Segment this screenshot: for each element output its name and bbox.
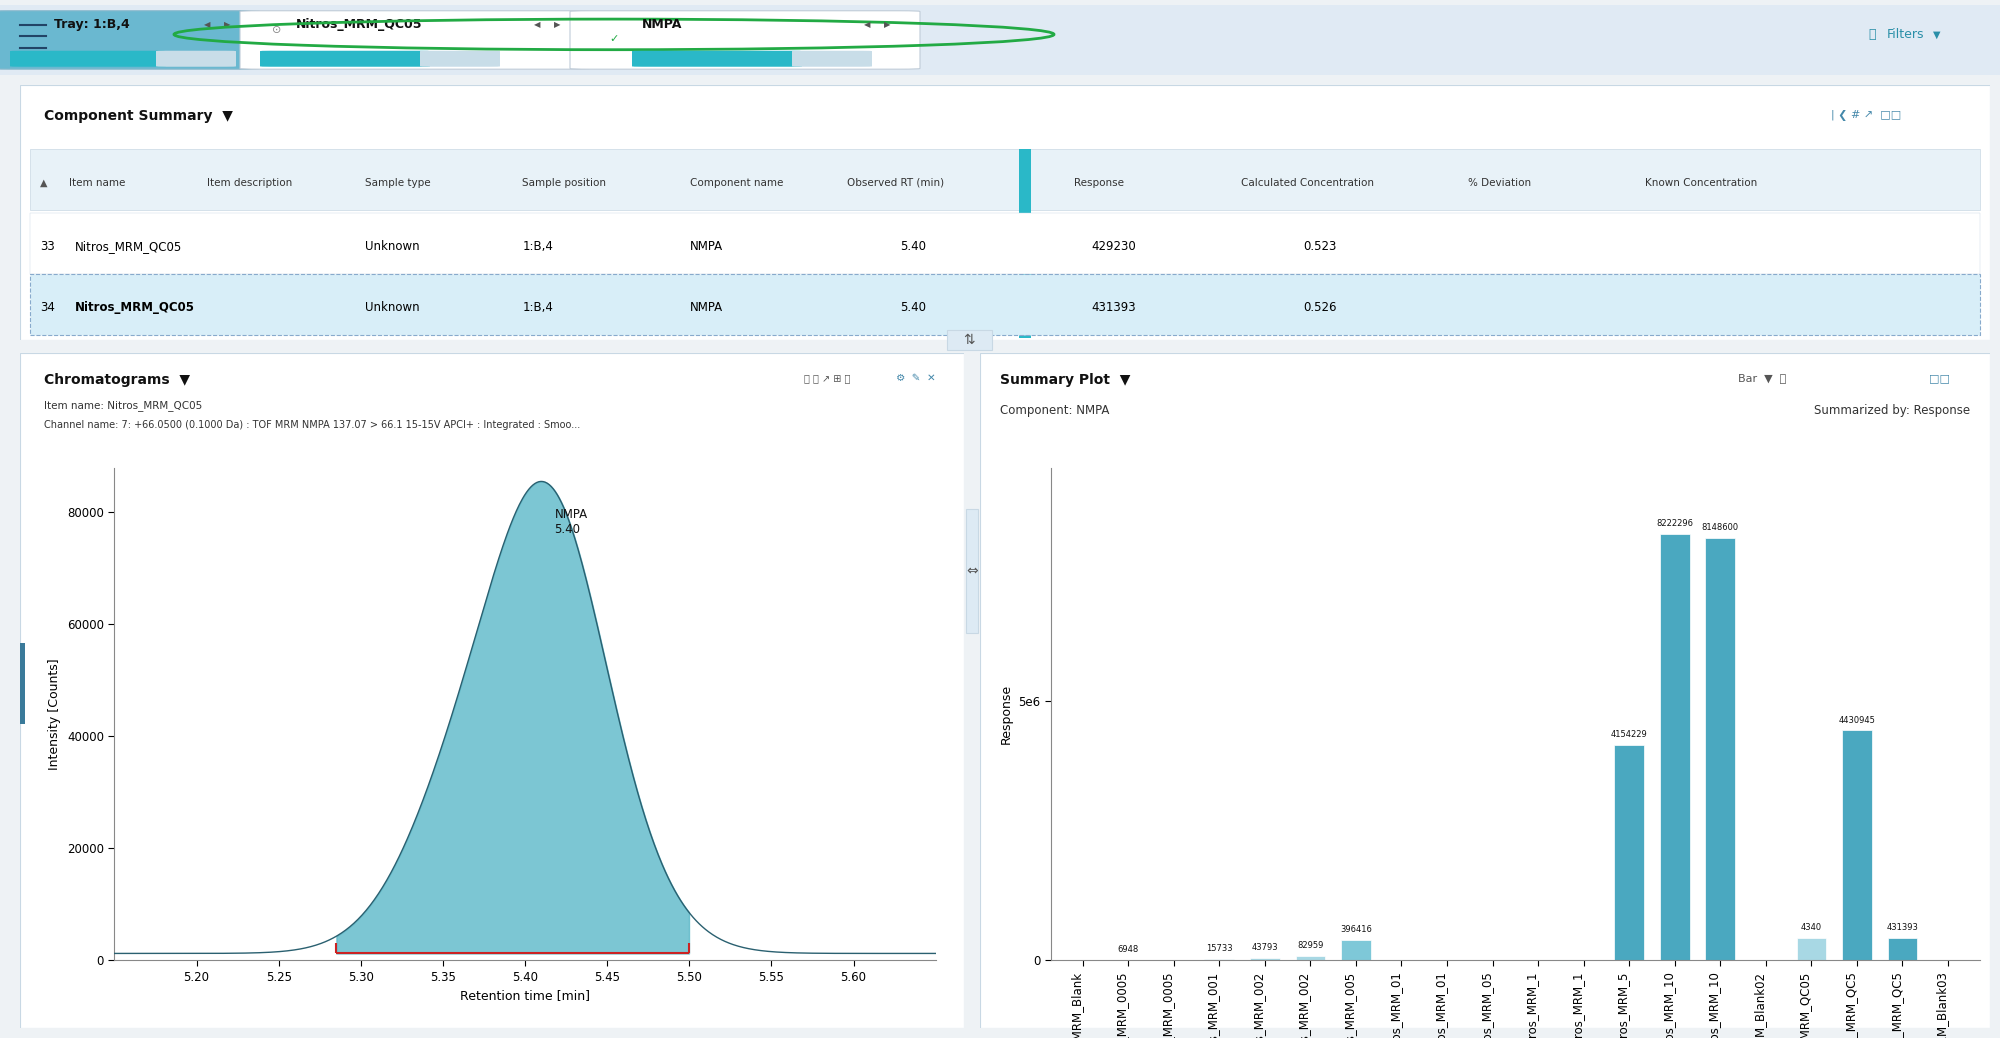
Text: Nitros_MRM_QC05: Nitros_MRM_QC05 bbox=[76, 240, 182, 253]
Text: 4430945: 4430945 bbox=[1838, 715, 1876, 725]
Text: Item description: Item description bbox=[208, 177, 292, 188]
Bar bbox=[16, 643, 24, 725]
Y-axis label: Intensity [Counts]: Intensity [Counts] bbox=[48, 658, 62, 770]
Text: Nitros_MRM_QC05: Nitros_MRM_QC05 bbox=[76, 301, 196, 315]
Text: Summarized by: Response: Summarized by: Response bbox=[1814, 404, 1970, 416]
Text: 8222296: 8222296 bbox=[1656, 519, 1694, 528]
Text: ▲: ▲ bbox=[40, 177, 48, 188]
Text: NMPA: NMPA bbox=[690, 301, 722, 315]
FancyBboxPatch shape bbox=[240, 10, 590, 70]
FancyBboxPatch shape bbox=[792, 51, 872, 66]
Bar bbox=[1342, 939, 1370, 960]
Text: Unknown: Unknown bbox=[364, 240, 420, 253]
Text: Response: Response bbox=[1074, 177, 1124, 188]
Text: 4154229: 4154229 bbox=[1610, 730, 1648, 739]
Text: Known Concentration: Known Concentration bbox=[1646, 177, 1758, 188]
Y-axis label: Response: Response bbox=[1000, 684, 1012, 744]
Text: Tray: 1:B,4: Tray: 1:B,4 bbox=[54, 18, 130, 31]
Text: ▶: ▶ bbox=[224, 20, 230, 29]
Text: 1:B,4: 1:B,4 bbox=[522, 301, 554, 315]
Text: 1:B,4: 1:B,4 bbox=[522, 240, 554, 253]
Bar bbox=[1296, 956, 1326, 960]
FancyBboxPatch shape bbox=[570, 10, 920, 70]
Text: ◀: ◀ bbox=[534, 20, 540, 29]
Text: Sample type: Sample type bbox=[364, 177, 430, 188]
Text: Item name: Nitros_MRM_QC05: Item name: Nitros_MRM_QC05 bbox=[44, 400, 202, 411]
FancyBboxPatch shape bbox=[260, 51, 430, 66]
Text: 0.523: 0.523 bbox=[1304, 240, 1336, 253]
Text: 431393: 431393 bbox=[1886, 923, 1918, 932]
Text: Component: NMPA: Component: NMPA bbox=[1000, 404, 1110, 416]
Bar bbox=[30, 274, 1980, 335]
Bar bbox=[1614, 745, 1644, 960]
Text: Filters: Filters bbox=[1886, 28, 1924, 40]
FancyBboxPatch shape bbox=[10, 51, 166, 66]
Text: 📊 ⛭ ↗ ⊞ ⌕: 📊 ⛭ ↗ ⊞ ⌕ bbox=[804, 373, 850, 383]
FancyBboxPatch shape bbox=[156, 51, 236, 66]
Text: Observed RT (min): Observed RT (min) bbox=[848, 177, 944, 188]
Text: 396416: 396416 bbox=[1340, 925, 1372, 934]
FancyBboxPatch shape bbox=[420, 51, 500, 66]
Text: NMPA: NMPA bbox=[642, 18, 682, 31]
Text: Calculated Concentration: Calculated Concentration bbox=[1242, 177, 1374, 188]
Text: % Deviation: % Deviation bbox=[1468, 177, 1532, 188]
Text: Summary Plot  ▼: Summary Plot ▼ bbox=[1000, 373, 1130, 387]
Text: ⚙  ✎  ✕: ⚙ ✎ ✕ bbox=[896, 373, 936, 383]
Bar bbox=[1796, 937, 1826, 960]
Text: Sample position: Sample position bbox=[522, 177, 606, 188]
Text: 🔽: 🔽 bbox=[1868, 28, 1876, 40]
Text: Chromatograms  ▼: Chromatograms ▼ bbox=[44, 373, 190, 387]
Text: 429230: 429230 bbox=[1090, 240, 1136, 253]
Text: | ❮ # ↗  □□: | ❮ # ↗ □□ bbox=[1832, 110, 1902, 121]
Bar bbox=[1888, 937, 1918, 960]
Bar bbox=[30, 148, 1980, 211]
Bar bbox=[966, 509, 978, 633]
Text: ⇔: ⇔ bbox=[966, 564, 978, 578]
Text: Component name: Component name bbox=[690, 177, 784, 188]
Text: 8148600: 8148600 bbox=[1702, 523, 1738, 531]
Text: 5.40: 5.40 bbox=[900, 301, 926, 315]
Bar bbox=[946, 330, 992, 350]
Text: ✓: ✓ bbox=[610, 33, 618, 44]
Text: NMPA
5.40: NMPA 5.40 bbox=[554, 509, 588, 537]
Text: 4340: 4340 bbox=[1800, 923, 1822, 932]
Text: 34: 34 bbox=[40, 301, 54, 315]
Text: 6948: 6948 bbox=[1118, 945, 1138, 954]
Bar bbox=[1018, 148, 1030, 338]
Text: 431393: 431393 bbox=[1092, 301, 1136, 315]
Bar bbox=[1706, 538, 1736, 960]
Bar bbox=[1250, 958, 1280, 960]
Text: ▼: ▼ bbox=[1932, 29, 1940, 39]
Text: ◀: ◀ bbox=[864, 20, 870, 29]
Text: 15733: 15733 bbox=[1206, 945, 1232, 954]
FancyBboxPatch shape bbox=[632, 51, 802, 66]
Text: Component Summary  ▼: Component Summary ▼ bbox=[44, 109, 232, 122]
Text: Unknown: Unknown bbox=[364, 301, 420, 315]
Text: 5.40: 5.40 bbox=[900, 240, 926, 253]
Text: ▶: ▶ bbox=[554, 20, 560, 29]
Text: 0.526: 0.526 bbox=[1304, 301, 1336, 315]
Text: Item name: Item name bbox=[70, 177, 126, 188]
Text: ⇅: ⇅ bbox=[964, 333, 974, 347]
Bar bbox=[30, 213, 1980, 274]
Text: NMPA: NMPA bbox=[690, 240, 722, 253]
Text: ▶: ▶ bbox=[884, 20, 890, 29]
Text: 43793: 43793 bbox=[1252, 943, 1278, 952]
Text: 82959: 82959 bbox=[1298, 940, 1324, 950]
Bar bbox=[1842, 731, 1872, 960]
FancyBboxPatch shape bbox=[0, 10, 260, 70]
Bar bbox=[1660, 534, 1690, 960]
Text: ⊙: ⊙ bbox=[272, 25, 282, 34]
Text: Channel name: 7: +66.0500 (0.1000 Da) : TOF MRM NMPA 137.07 > 66.1 15-15V APCI+ : Channel name: 7: +66.0500 (0.1000 Da) : … bbox=[44, 420, 580, 431]
X-axis label: Retention time [min]: Retention time [min] bbox=[460, 989, 590, 1002]
Text: 33: 33 bbox=[40, 240, 54, 253]
Text: Nitros_MRM_QC05: Nitros_MRM_QC05 bbox=[296, 18, 422, 31]
Text: Bar  ▼  ⌕: Bar ▼ ⌕ bbox=[1738, 373, 1786, 383]
Text: □□: □□ bbox=[1928, 373, 1950, 383]
Text: ◀: ◀ bbox=[204, 20, 210, 29]
